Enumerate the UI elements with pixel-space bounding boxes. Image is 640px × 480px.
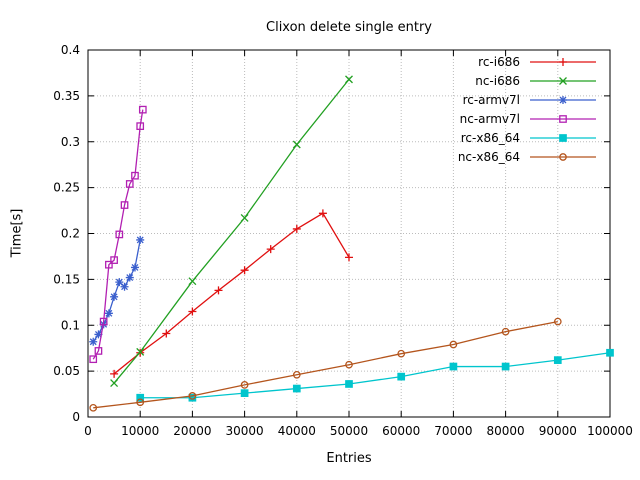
legend-sample xyxy=(530,115,596,123)
x-tick-label: 40000 xyxy=(278,424,316,438)
x-tick-label: 50000 xyxy=(330,424,368,438)
legend-label: rc-i686 xyxy=(478,55,520,69)
y-tick-label: 0.25 xyxy=(53,181,80,195)
x-tick-label: 100000 xyxy=(587,424,633,438)
legend-sample xyxy=(530,134,596,142)
legend-label: rc-x86_64 xyxy=(461,131,520,145)
legend-label: nc-armv7l xyxy=(460,112,520,126)
y-tick-label: 0.05 xyxy=(53,364,80,378)
legend: rc-i686 nc-i686 rc-armv7l nc-armv7l rc-x86_6… xyxy=(458,55,596,164)
x-tick-label: 80000 xyxy=(487,424,525,438)
x-tick-label: 10000 xyxy=(121,424,159,438)
y-tick-label: 0.3 xyxy=(61,135,80,149)
series-nc-x86_64 xyxy=(89,317,562,412)
series-rc-armv7l xyxy=(89,235,145,346)
x-tick-label: 20000 xyxy=(173,424,211,438)
legend-sample xyxy=(530,77,596,85)
x-tick-label: 30000 xyxy=(226,424,264,438)
legend-label: nc-i686 xyxy=(475,74,520,88)
legend-sample xyxy=(530,96,596,104)
x-tick-label: 0 xyxy=(84,424,92,438)
series-nc-i686 xyxy=(110,75,353,388)
legend-label: nc-x86_64 xyxy=(458,150,520,164)
y-tick-label: 0.15 xyxy=(53,272,80,286)
y-tick-label: 0.2 xyxy=(61,227,80,241)
legend-label: rc-armv7l xyxy=(463,93,520,107)
x-tick-label: 60000 xyxy=(382,424,420,438)
x-axis-label: Entries xyxy=(326,451,372,466)
x-tick-label: 70000 xyxy=(434,424,472,438)
y-tick-label: 0 xyxy=(72,410,80,424)
y-tick-label: 0.1 xyxy=(61,318,80,332)
y-tick-label: 0.35 xyxy=(53,89,80,103)
x-tick-label: 90000 xyxy=(539,424,577,438)
chart-title: Clixon delete single entry xyxy=(266,20,432,35)
legend-sample xyxy=(530,58,596,66)
plot-border xyxy=(87,49,611,418)
series-rc-x86_64 xyxy=(136,348,614,402)
y-axis-label: Time[s] xyxy=(9,208,25,258)
legend-sample xyxy=(530,153,596,161)
y-tick-label: 0.4 xyxy=(61,43,80,57)
series-nc-armv7l xyxy=(89,105,147,364)
